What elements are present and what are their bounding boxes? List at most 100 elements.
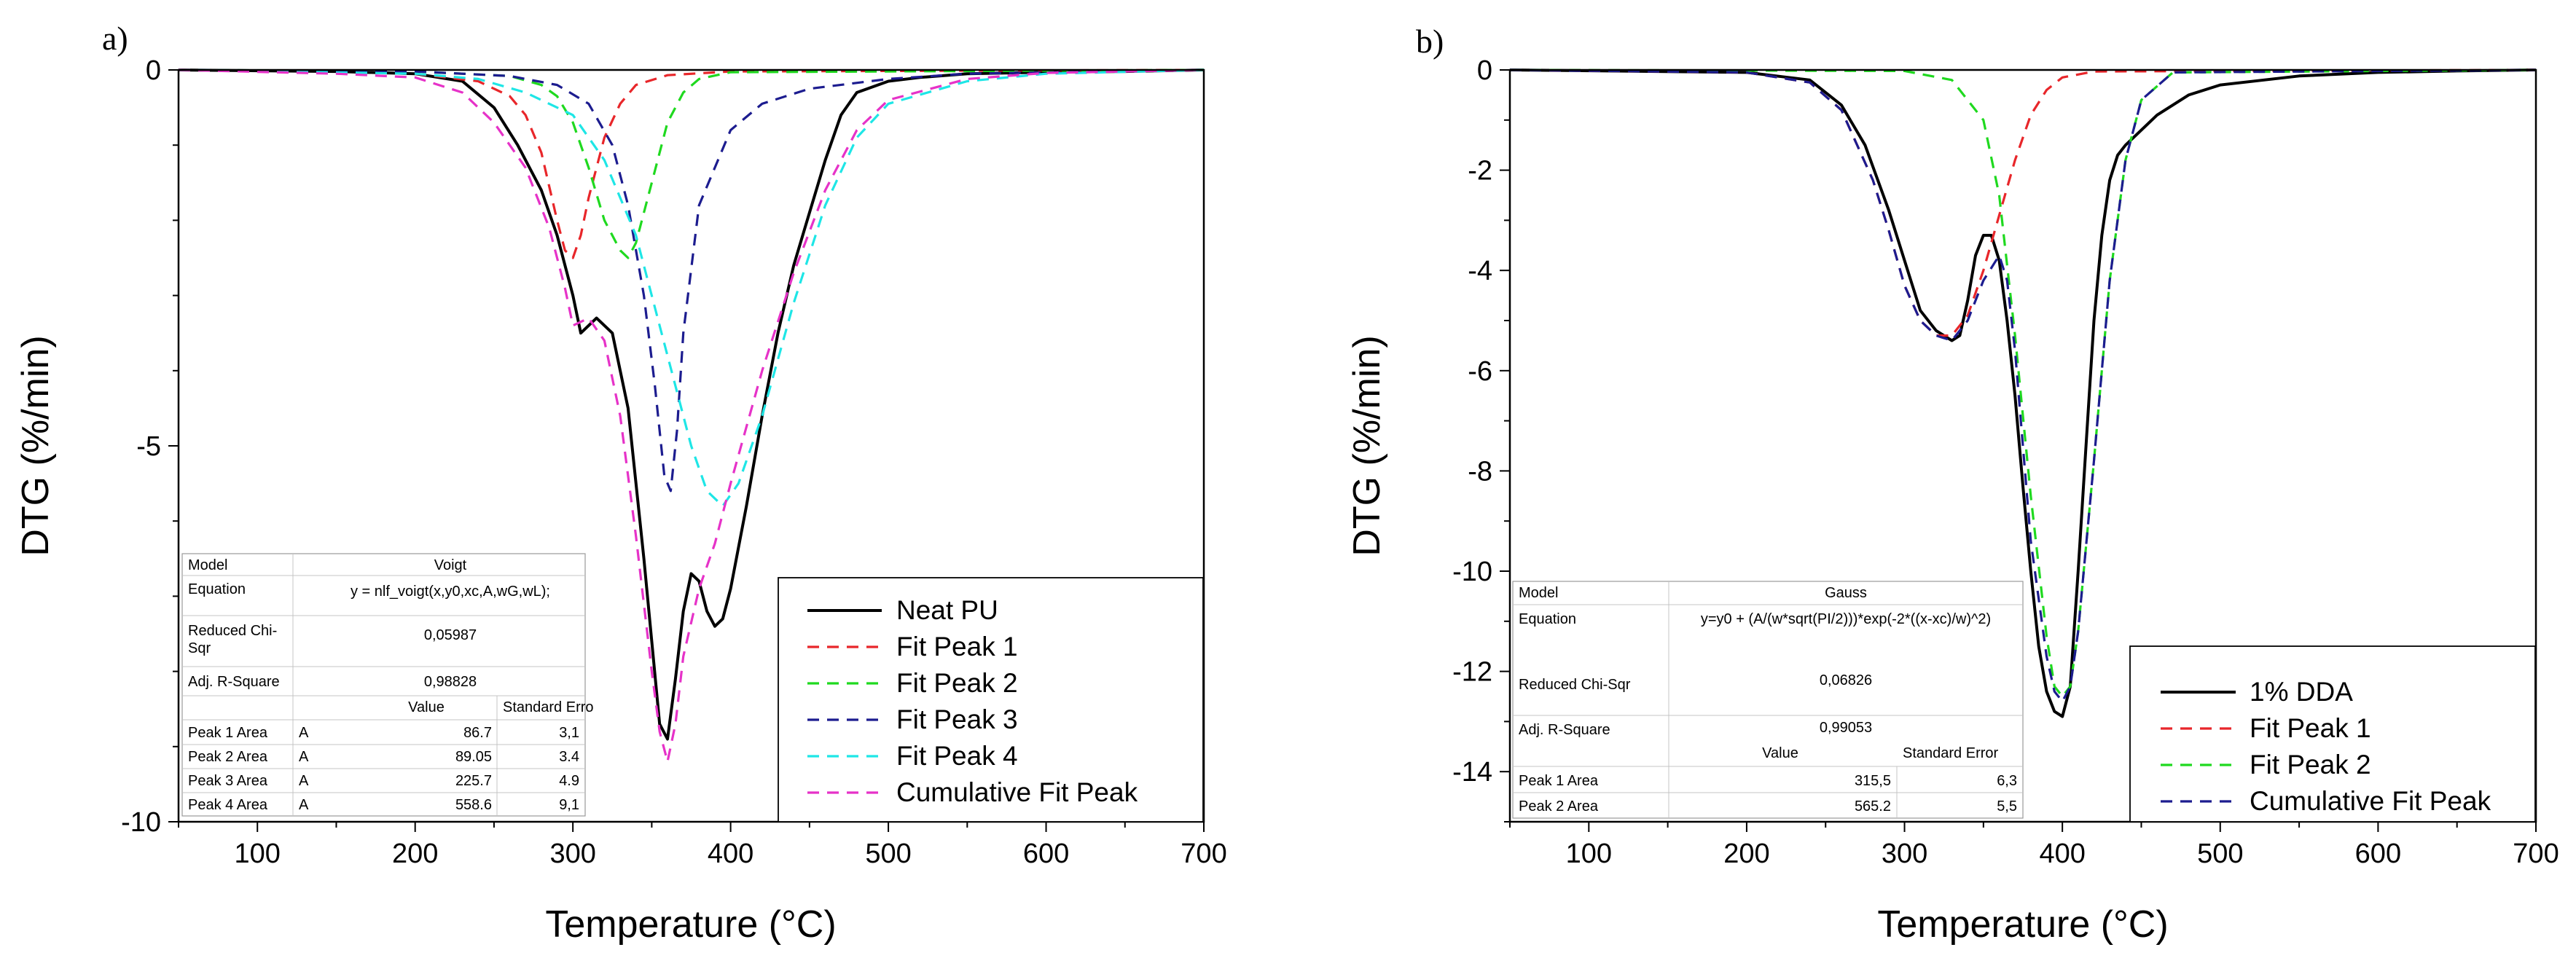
panel-b-series-fit-peak-1 bbox=[1509, 68, 2537, 337]
panel-b-y-tick-label: 0 bbox=[1477, 55, 1492, 86]
table-b-r2-label: Adj. R-Square bbox=[1519, 722, 1610, 738]
panel-a-x-tick-label: 500 bbox=[865, 839, 911, 869]
table-a-row-2-param: A bbox=[299, 749, 309, 765]
table-b-model-label: Model bbox=[1519, 585, 1558, 601]
panel-a-series-fit-peak-1 bbox=[178, 68, 1205, 259]
table-a-chi-label-line2: Sqr bbox=[188, 640, 211, 656]
panel-a-series-cumulative-fit-peak bbox=[178, 68, 1205, 763]
panel-a-series-fit-peak-2 bbox=[178, 68, 1205, 259]
table-a-r2-value: 0,98828 bbox=[424, 674, 477, 690]
table-b-chi-value: 0,06826 bbox=[1820, 672, 1872, 688]
panel-a-legend: Neat PU Fit Peak 1 Fit Peak 2 Fit Peak 3… bbox=[778, 577, 1204, 822]
panel-a-y-axis-title: DTG (%/min) bbox=[15, 335, 57, 556]
table-a-row-2-name: Peak 2 Area bbox=[188, 749, 268, 765]
panel-b-legend-label-2: Fit Peak 1 bbox=[2250, 713, 2371, 743]
panel-b-series bbox=[1509, 68, 2537, 718]
panel-a-legend-label-6: Cumulative Fit Peak bbox=[896, 777, 1138, 807]
panel-b-x-tick-label: 600 bbox=[2355, 839, 2401, 869]
panel-b-x-tick-label: 200 bbox=[1723, 839, 1769, 869]
panel-b-y-tick-label: -2 bbox=[1468, 156, 1492, 187]
panel-b-y-tick-label: -12 bbox=[1452, 657, 1492, 688]
table-b-row-1-name: Peak 1 Area bbox=[1519, 773, 1599, 789]
table-a-error-header: Standard Erro bbox=[503, 699, 594, 715]
panel-b-x-tick-label: 300 bbox=[1882, 839, 1927, 869]
panel-a-legend-label-5: Fit Peak 4 bbox=[896, 741, 1018, 771]
panel-a-x-ticks: 100 200 300 400 500 600 700 bbox=[178, 822, 1227, 869]
table-b-row-1-error: 6,3 bbox=[1997, 773, 2017, 789]
panel-b-x-tick-label: 700 bbox=[2513, 839, 2559, 869]
panel-b-y-tick-label: -4 bbox=[1468, 256, 1492, 286]
table-a-row-2-error: 3.4 bbox=[559, 749, 579, 765]
table-a-value-header: Value bbox=[408, 699, 445, 715]
table-a-equation-value: y = nlf_voigt(x,y0,xc,A,wG,wL); bbox=[351, 584, 550, 600]
panel-b-y-tick-label: -6 bbox=[1468, 356, 1492, 387]
panel-b-series-1-dda bbox=[1509, 68, 2537, 718]
table-a-r2-label: Adj. R-Square bbox=[188, 674, 280, 690]
panel-a-x-tick-label: 200 bbox=[392, 839, 438, 869]
panel-b-y-tick-label: -10 bbox=[1452, 557, 1492, 587]
panel-b-y-ticks: 0 -2 -4 -6 -8 -10 -12 -14 bbox=[1452, 55, 1510, 822]
panel-a-legend-label-3: Fit Peak 2 bbox=[896, 668, 1018, 698]
table-b-r2-value: 0,99053 bbox=[1820, 720, 1872, 736]
panel-a-fit-table: Model Voigt Equation y = nlf_voigt(x,y0,… bbox=[181, 553, 594, 817]
panel-b-fit-table: Model Gauss Equation y=y0 + (A/(w*sqrt(P… bbox=[1512, 581, 2024, 819]
panel-a-x-axis-title: Temperature (°C) bbox=[545, 903, 836, 946]
table-a-model-value: Voigt bbox=[434, 557, 467, 573]
table-a-model-label: Model bbox=[188, 557, 227, 573]
panel-a-x-tick-label: 400 bbox=[708, 839, 753, 869]
table-a-row-3-value: 225.7 bbox=[455, 773, 492, 789]
panel-b-y-axis-title: DTG (%/min) bbox=[1346, 335, 1388, 556]
panel-b-y-tick-label: -8 bbox=[1468, 456, 1492, 487]
panel-a-x-tick-label: 100 bbox=[235, 839, 281, 869]
panel-b-legend-label-1: 1% DDA bbox=[2250, 677, 2353, 707]
table-b-value-header: Value bbox=[1762, 745, 1798, 761]
table-a-row-4-value: 558.6 bbox=[455, 797, 492, 813]
panel-b-series-fit-peak-2 bbox=[1509, 68, 2537, 698]
panel-a-y-tick-label: 0 bbox=[146, 55, 161, 86]
panel-b-x-tick-label: 500 bbox=[2197, 839, 2243, 869]
table-a-row-4-param: A bbox=[299, 797, 309, 813]
table-b-row-2-error: 5,5 bbox=[1997, 798, 2017, 814]
table-b-row-2-value: 565.2 bbox=[1855, 798, 1891, 814]
panel-a-y-tick-label: -5 bbox=[136, 431, 161, 462]
table-a-chi-label-line1: Reduced Chi- bbox=[188, 623, 277, 639]
table-a-row-1-value: 86.7 bbox=[463, 725, 492, 741]
table-b-model-value: Gauss bbox=[1825, 585, 1867, 601]
table-b-row-1-value: 315,5 bbox=[1855, 773, 1891, 789]
panel-b-series-cumulative-fit-peak bbox=[1509, 68, 2537, 703]
table-a-row-3-param: A bbox=[299, 773, 309, 789]
table-a-row-1-param: A bbox=[299, 725, 309, 741]
panel-a-x-tick-label: 300 bbox=[549, 839, 595, 869]
table-a-row-3-error: 4.9 bbox=[559, 773, 579, 789]
table-b-error-header: Standard Error bbox=[1903, 745, 1999, 761]
panel-a-x-tick-label: 700 bbox=[1181, 839, 1226, 869]
table-a-chi-value: 0,05987 bbox=[424, 627, 477, 643]
panel-a-legend-box bbox=[778, 577, 1204, 822]
panel-b-x-tick-label: 400 bbox=[2039, 839, 2085, 869]
table-a-row-1-name: Peak 1 Area bbox=[188, 725, 268, 741]
table-a-equation-label: Equation bbox=[188, 581, 246, 597]
table-b-chi-label: Reduced Chi-Sqr bbox=[1519, 677, 1631, 693]
table-a-row-4-error: 9,1 bbox=[559, 797, 579, 813]
table-b-equation-value: y=y0 + (A/(w*sqrt(PI/2)))*exp(-2*((x-xc)… bbox=[1701, 611, 1991, 627]
panel-a-legend-label-4: Fit Peak 3 bbox=[896, 704, 1018, 734]
panel-b-legend-box bbox=[2129, 645, 2536, 822]
panel-a-series-fit-peak-4 bbox=[178, 68, 1205, 508]
panel-b-label: b) bbox=[1416, 23, 1444, 60]
panel-b-legend-label-4: Cumulative Fit Peak bbox=[2250, 786, 2491, 816]
panel-a-x-tick-label: 600 bbox=[1023, 839, 1069, 869]
table-a-row-3-name: Peak 3 Area bbox=[188, 773, 268, 789]
panel-a-legend-label-2: Fit Peak 1 bbox=[896, 632, 1018, 661]
panel-a: a) 100 200 300 400 500 600 700 0 -5 -10 Temperat… bbox=[15, 20, 1227, 946]
panel-b-plot-frame bbox=[1508, 68, 2537, 823]
panel-b-x-axis-title: Temperature (°C) bbox=[1877, 903, 2168, 946]
panel-a-y-tick-label: -10 bbox=[121, 807, 161, 838]
panel-b: b) 100 200 300 400 500 600 700 0 -2 -4 -6 -8 -10 -12… bbox=[1346, 23, 2559, 946]
panel-b-x-ticks: 100 200 300 400 500 600 700 bbox=[1509, 822, 2559, 869]
panel-a-legend-label-1: Neat PU bbox=[896, 595, 998, 625]
table-b-equation-label: Equation bbox=[1519, 611, 1576, 627]
panel-a-series-neat-pu bbox=[178, 68, 1205, 741]
panel-a-series bbox=[178, 68, 1205, 763]
panel-b-y-tick-label: -14 bbox=[1452, 757, 1492, 788]
